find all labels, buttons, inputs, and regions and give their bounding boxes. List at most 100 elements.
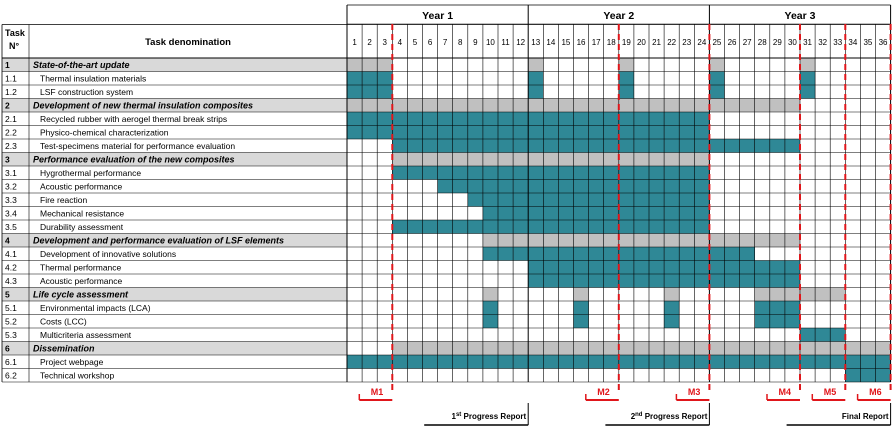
milestone-label: M3 [688,387,701,397]
activity-cell [633,260,649,274]
activity-cell [482,206,498,220]
activity-cell [664,260,680,274]
report-ordinal-suffix: st [456,412,461,418]
activity-cell [528,125,544,139]
group-activity-cell [664,341,680,355]
activity-cell [513,166,529,180]
activity-cell [709,247,725,261]
activity-cell [377,71,393,85]
activity-cell [709,355,725,369]
task-id: 5.1 [5,303,17,313]
activity-cell [694,139,710,153]
activity-cell [633,247,649,261]
month-number: 12 [516,38,525,47]
task-id: 3.5 [5,222,17,232]
activity-cell [618,179,634,193]
task-id: 3.3 [5,195,17,205]
activity-cell [482,112,498,126]
activity-cell [573,220,589,234]
group-activity-cell [830,287,846,301]
group-activity-cell [679,98,695,112]
task-id: 3.2 [5,182,17,192]
task-name: Thermal insulation materials [40,74,146,84]
group-activity-cell [467,152,483,166]
activity-cell [633,112,649,126]
task-name: Physico-chemical characterization [40,128,169,138]
activity-cell [784,355,800,369]
activity-cell [513,112,529,126]
month-number: 1 [352,38,357,47]
activity-cell [845,368,861,382]
task-group-name: Development of new thermal insulation co… [33,101,253,111]
activity-cell [528,260,544,274]
task-no-header: Task [5,28,26,38]
activity-cell [694,125,710,139]
activity-cell [784,301,800,315]
month-number: 27 [743,38,752,47]
activity-cell [498,220,514,234]
group-row-bg [2,152,347,166]
activity-cell [558,166,574,180]
activity-cell [694,206,710,220]
activity-cell [618,85,634,99]
activity-cell [543,125,559,139]
activity-cell [543,247,559,261]
activity-cell [452,179,468,193]
activity-cell [573,206,589,220]
activity-cell [603,355,619,369]
activity-cell [482,179,498,193]
group-activity-cell [482,233,498,247]
activity-cell [422,139,438,153]
activity-cell [618,125,634,139]
group-activity-cell [513,341,529,355]
activity-cell [588,179,604,193]
month-number: 6 [428,38,433,47]
activity-cell [694,260,710,274]
group-activity-cell [754,287,770,301]
activity-cell [633,274,649,288]
activity-cell [664,247,680,261]
activity-cell [513,139,529,153]
activity-cell [528,193,544,207]
activity-cell [573,274,589,288]
activity-cell [588,193,604,207]
activity-cell [543,193,559,207]
activity-cell [769,355,785,369]
group-activity-cell [754,98,770,112]
activity-cell [558,247,574,261]
activity-cell [784,139,800,153]
task-name: Environmental impacts (LCA) [40,303,151,313]
activity-cell [377,355,393,369]
activity-cell [709,139,725,153]
task-name: Multicriteria assessment [40,330,132,340]
activity-cell [573,301,589,315]
activity-cell [664,179,680,193]
activity-cell [618,247,634,261]
activity-cell [392,355,408,369]
group-activity-cell [830,341,846,355]
activity-cell [664,125,680,139]
activity-cell [769,274,785,288]
activity-cell [633,166,649,180]
activity-cell [573,260,589,274]
group-row-bg [2,58,347,72]
activity-cell [573,247,589,261]
group-activity-cell [784,233,800,247]
activity-cell [558,206,574,220]
group-activity-cell [603,233,619,247]
group-activity-cell [800,58,816,72]
group-activity-cell [528,233,544,247]
month-number: 10 [486,38,495,47]
group-activity-cell [709,233,725,247]
activity-cell [694,193,710,207]
activity-cell [754,260,770,274]
group-activity-cell [528,152,544,166]
activity-cell [452,139,468,153]
task-id: 6.2 [5,371,17,381]
activity-cell [392,112,408,126]
activity-cell [543,139,559,153]
report-ordinal: 1 [451,412,456,421]
group-activity-cell [437,98,453,112]
activity-cell [437,179,453,193]
month-number: 23 [682,38,691,47]
